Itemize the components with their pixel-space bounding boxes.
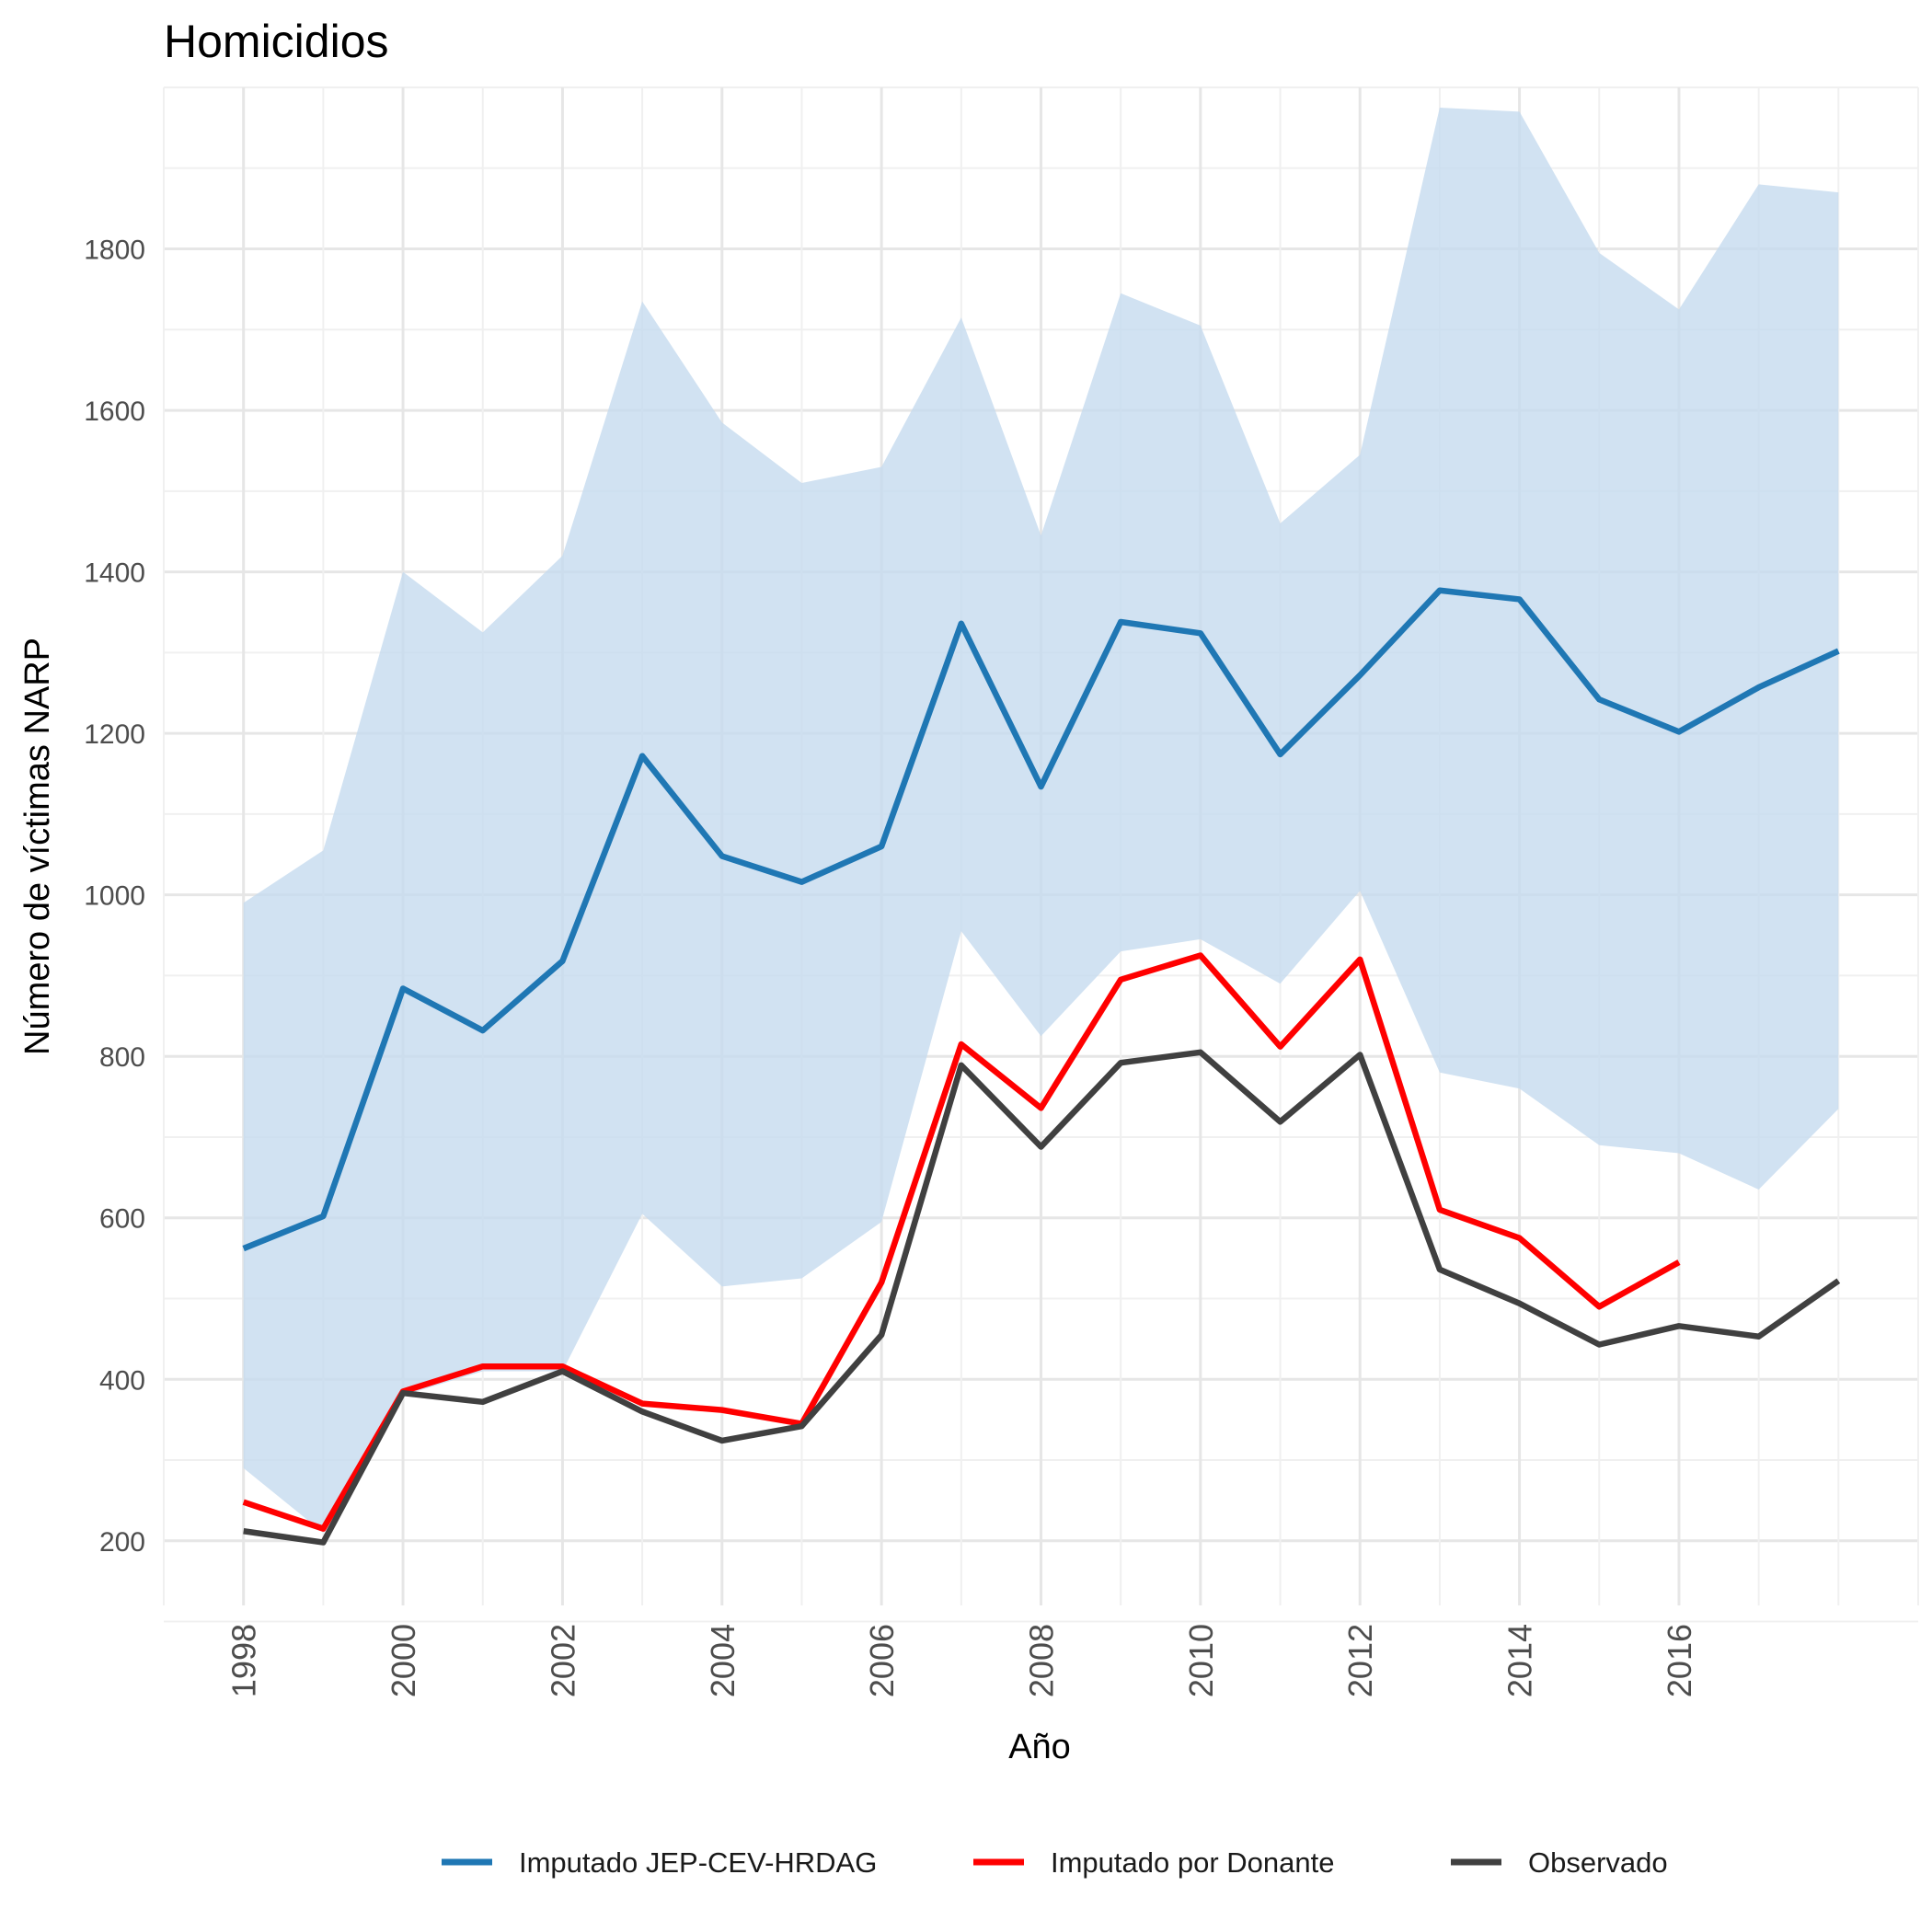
legend-label: Imputado por Donante [1051,1846,1335,1879]
y-tick-label: 400 [99,1365,145,1396]
y-tick-label: 1200 [84,719,145,750]
y-tick-label: 1800 [84,236,145,266]
x-tick-label: 2012 [1341,1624,1379,1697]
x-axis-ticks: 1998 2000 2002 2004 2006 2008 2010 2012 2014 2016 [225,1624,1698,1697]
y-tick-label: 800 [99,1042,145,1073]
confidence-band [243,107,1839,1534]
chart-title: Homicidios [164,16,389,67]
y-tick-label: 1600 [84,397,145,427]
x-tick-label: 2000 [385,1624,422,1697]
y-axis-title: Número de víctimas NARP [18,638,57,1055]
y-tick-label: 200 [99,1527,145,1558]
x-tick-label: 1998 [225,1624,263,1697]
series-line-imputado-jep-cev-hrdag [242,587,1840,1252]
legend-item-observado: Observado [1451,1846,1668,1879]
x-tick-label: 2010 [1182,1624,1220,1697]
x-tick-label: 2002 [544,1624,581,1697]
series-line-observado [243,1049,1841,1546]
x-tick-label: 2004 [704,1624,742,1697]
confidence-band-layer [243,107,1839,1534]
legend-label: Imputado JEP-CEV-HRDAG [519,1846,877,1879]
y-tick-label: 600 [99,1204,145,1235]
series-line-imputado-por-donante [242,952,1681,1532]
x-tick-label: 2016 [1661,1624,1698,1697]
legend-item-imputado-por-donante: Imputado por Donante [973,1846,1335,1879]
y-tick-label: 1000 [84,881,145,912]
series-lines-layer [242,587,1841,1546]
legend: Imputado JEP-CEV-HRDAG Imputado por Donan… [442,1846,1668,1879]
legend-item-imputado-jep-cev-hrdag: Imputado JEP-CEV-HRDAG [442,1846,877,1879]
x-tick-label: 2006 [863,1624,901,1697]
x-tick-label: 2008 [1023,1624,1061,1697]
x-tick-label: 2014 [1501,1624,1539,1697]
x-axis-title: Año [1008,1728,1071,1766]
y-axis-ticks: 200 400 600 800 1000 1200 1400 1600 1800 [84,236,145,1558]
legend-label: Observado [1528,1846,1668,1879]
y-tick-label: 1400 [84,558,145,589]
